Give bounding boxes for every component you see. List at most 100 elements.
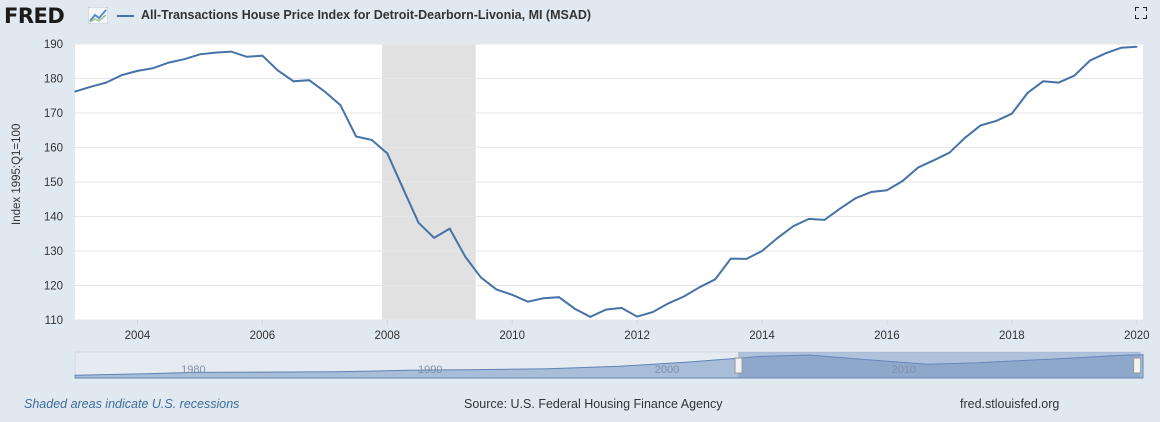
data-point	[527, 300, 529, 303]
y-tick-label: 160	[44, 143, 63, 155]
gridlines	[75, 43, 1143, 321]
y-tick-label: 120	[44, 281, 63, 293]
data-point	[683, 295, 685, 298]
data-point	[339, 104, 342, 106]
data-point	[433, 237, 435, 239]
data-point	[745, 258, 748, 260]
data-point	[402, 187, 404, 190]
data-point	[495, 288, 498, 291]
data-point	[651, 311, 654, 313]
navigator-tick-label: 1990	[418, 364, 442, 376]
data-point	[995, 120, 998, 122]
x-tick-label: 2018	[999, 330, 1025, 342]
y-tick-label: 140	[44, 212, 63, 224]
y-tick-label: 110	[45, 315, 63, 327]
data-point	[870, 191, 873, 193]
navigator-left-handle[interactable]	[734, 357, 743, 374]
y-tick-label: 180	[44, 74, 63, 86]
data-point	[792, 225, 795, 227]
data-point	[105, 81, 108, 84]
data-point	[542, 297, 545, 300]
data-point	[74, 90, 76, 93]
data-point	[324, 90, 326, 93]
navigator-tick-label: 1980	[181, 364, 205, 376]
x-tick-label: 2010	[499, 330, 525, 342]
y-tick-label: 150	[44, 177, 63, 189]
data-point	[729, 257, 732, 260]
y-tick-label: 170	[44, 108, 63, 120]
data-point	[1104, 52, 1107, 55]
site-link[interactable]: fred.stlouisfed.org	[960, 397, 1060, 411]
data-point	[854, 197, 857, 200]
data-point	[901, 180, 904, 182]
data-point	[152, 67, 154, 69]
data-point	[89, 85, 92, 88]
data-point	[277, 69, 279, 72]
y-tick-label: 130	[44, 246, 63, 258]
legend-swatch	[117, 15, 134, 17]
x-tick-label: 2014	[749, 330, 775, 342]
data-point	[370, 139, 373, 141]
data-point	[1135, 45, 1138, 48]
data-point	[1120, 46, 1122, 49]
data-point	[230, 50, 232, 53]
data-point	[979, 124, 982, 127]
data-point	[1011, 112, 1013, 115]
data-point	[667, 302, 670, 305]
x-tick-label: 2016	[874, 330, 900, 342]
data-point	[776, 237, 779, 239]
data-point	[620, 307, 623, 309]
data-point	[589, 316, 592, 318]
series-title[interactable]: All-Transactions House Price Index for D…	[141, 8, 592, 22]
x-tick-label: 2012	[624, 330, 650, 342]
data-point	[761, 250, 763, 252]
y-axis-title: Index 1995:Q1=100	[11, 123, 23, 225]
x-tick-label: 2004	[125, 330, 151, 342]
data-point	[605, 308, 607, 311]
recession-note[interactable]: Shaded areas indicate U.S. recessions	[24, 397, 240, 411]
data-point	[714, 278, 716, 281]
data-point	[183, 58, 186, 60]
data-point	[121, 74, 123, 76]
data-point	[1042, 80, 1044, 83]
x-tick-label: 2020	[1124, 330, 1150, 342]
data-point	[292, 80, 295, 83]
data-point	[214, 51, 217, 54]
navigator[interactable]: 1980 1990 2000 2010	[74, 351, 1144, 379]
data-point	[386, 152, 389, 155]
data-point	[261, 54, 264, 57]
data-point	[448, 227, 451, 230]
data-point	[917, 166, 919, 169]
fred-logo[interactable]: FRED	[4, 4, 65, 28]
data-point	[136, 70, 139, 72]
data-point	[355, 135, 357, 138]
data-point	[480, 276, 482, 279]
navigator-series-area	[74, 354, 1144, 379]
chart-line-icon	[88, 7, 108, 24]
data-point	[932, 159, 935, 162]
y-axis-ticks: 110 120 130 140 150 160 170 180 190	[44, 39, 63, 327]
x-tick-label: 2008	[374, 330, 400, 342]
y-tick-label: 190	[44, 39, 63, 51]
data-point	[1089, 59, 1091, 62]
x-tick-label: 2006	[250, 330, 276, 342]
navigator-selection[interactable]	[738, 352, 1141, 378]
data-point	[948, 151, 951, 154]
data-point	[886, 189, 888, 192]
data-point	[636, 315, 638, 318]
source-note: Source: U.S. Federal Housing Finance Age…	[464, 397, 723, 411]
data-point	[573, 307, 576, 310]
data-point	[1073, 74, 1076, 77]
data-point	[511, 294, 513, 296]
navigator-tick-label: 2010	[892, 364, 916, 376]
navigator-right-handle[interactable]	[1133, 357, 1142, 374]
series-points	[74, 45, 1138, 318]
data-point	[245, 55, 248, 58]
data-point	[199, 53, 201, 56]
data-point	[417, 221, 420, 224]
data-point	[558, 296, 560, 299]
data-point	[823, 219, 826, 221]
chart-header: FRED All-Transactions House Price Index …	[0, 0, 1160, 34]
x-axis-ticks: 2004 2006 2008 2010 2012 2014 2016 2018 2020	[125, 320, 1150, 342]
